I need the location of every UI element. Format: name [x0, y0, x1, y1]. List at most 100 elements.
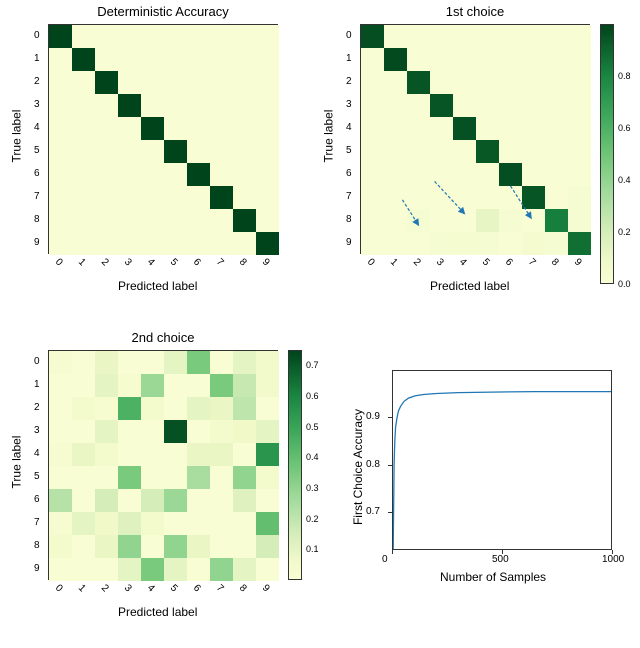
heatmap-cell	[545, 163, 568, 186]
heatmap-cell	[164, 25, 187, 48]
heatmap-cell	[522, 140, 545, 163]
heatmap-cell	[256, 420, 279, 443]
heatmap-cell	[95, 351, 118, 374]
heatmap-cell	[72, 535, 95, 558]
x-tick: 0	[382, 554, 388, 565]
heatmap-cell	[499, 25, 522, 48]
x-tick: 7	[213, 583, 225, 595]
heatmap-cell	[361, 232, 384, 255]
heatmap-cell	[187, 186, 210, 209]
panel3-heatmap	[48, 350, 278, 580]
heatmap-cell	[233, 489, 256, 512]
heatmap-cell	[210, 466, 233, 489]
colorbar-tick: 0.8	[618, 71, 631, 81]
heatmap-cell	[233, 466, 256, 489]
heatmap-cell	[95, 443, 118, 466]
heatmap-cell	[407, 163, 430, 186]
heatmap-cell	[72, 397, 95, 420]
heatmap-cell	[164, 558, 187, 581]
heatmap-cell	[95, 25, 118, 48]
heatmap-cell	[141, 535, 164, 558]
heatmap-cell	[407, 117, 430, 140]
heatmap-cell	[453, 71, 476, 94]
heatmap-cell	[499, 186, 522, 209]
panel-deterministic: Deterministic Accuracy True label Predic…	[8, 4, 298, 304]
heatmap-cell	[164, 186, 187, 209]
heatmap-cell	[72, 420, 95, 443]
heatmap-cell	[210, 25, 233, 48]
heatmap-cell	[164, 374, 187, 397]
heatmap-cell	[72, 558, 95, 581]
heatmap-cell	[95, 117, 118, 140]
heatmap-cell	[118, 71, 141, 94]
heatmap-cell	[72, 186, 95, 209]
heatmap-cell	[568, 186, 591, 209]
heatmap-cell	[545, 117, 568, 140]
heatmap-cell	[384, 25, 407, 48]
x-tick: 2	[410, 257, 422, 269]
heatmap-cell	[361, 209, 384, 232]
heatmap-cell	[210, 48, 233, 71]
heatmap-cell	[233, 94, 256, 117]
heatmap-cell	[453, 232, 476, 255]
heatmap-cell	[72, 163, 95, 186]
heatmap-cell	[187, 466, 210, 489]
heatmap-cell	[256, 535, 279, 558]
heatmap-cell	[49, 232, 72, 255]
heatmap-cell	[499, 48, 522, 71]
heatmap-cell	[407, 209, 430, 232]
heatmap-cell	[453, 25, 476, 48]
panel1-heatmap	[48, 24, 278, 254]
heatmap-cell	[233, 48, 256, 71]
heatmap-cell	[522, 232, 545, 255]
heatmap-cell	[49, 186, 72, 209]
x-tick: 0	[52, 583, 64, 595]
heatmap-cell	[545, 94, 568, 117]
panel4-xlabel: Number of Samples	[440, 570, 546, 584]
heatmap-cell	[187, 117, 210, 140]
heatmap-cell	[430, 140, 453, 163]
heatmap-cell	[522, 94, 545, 117]
heatmap-cell	[141, 489, 164, 512]
heatmap-cell	[210, 71, 233, 94]
heatmap-cell	[233, 71, 256, 94]
heatmap-cell	[118, 117, 141, 140]
y-tick: 2	[34, 76, 40, 87]
y-tick: 9	[346, 237, 352, 248]
heatmap-cell	[568, 117, 591, 140]
heatmap-cell	[164, 232, 187, 255]
heatmap-cell	[453, 186, 476, 209]
heatmap-cell	[476, 232, 499, 255]
heatmap-cell	[49, 397, 72, 420]
heatmap-cell	[72, 232, 95, 255]
heatmap-cell	[210, 117, 233, 140]
heatmap-cell	[210, 443, 233, 466]
x-tick: 3	[121, 583, 133, 595]
heatmap-cell	[233, 25, 256, 48]
heatmap-cell	[49, 535, 72, 558]
y-tick: 1	[34, 379, 40, 390]
heatmap-cell	[568, 71, 591, 94]
x-tick: 1000	[602, 554, 624, 565]
heatmap-cell	[187, 443, 210, 466]
heatmap-cell	[499, 94, 522, 117]
heatmap-cell	[568, 25, 591, 48]
heatmap-cell	[407, 94, 430, 117]
heatmap-cell	[118, 25, 141, 48]
heatmap-cell	[476, 163, 499, 186]
y-tick: 6	[34, 168, 40, 179]
heatmap-cell	[476, 94, 499, 117]
heatmap-cell	[453, 94, 476, 117]
heatmap-cell	[141, 48, 164, 71]
heatmap-cell	[210, 209, 233, 232]
heatmap-cell	[256, 351, 279, 374]
heatmap-cell	[72, 71, 95, 94]
heatmap-cell	[233, 420, 256, 443]
heatmap-cell	[499, 140, 522, 163]
heatmap-cell	[95, 94, 118, 117]
heatmap-cell	[118, 232, 141, 255]
heatmap-cell	[233, 186, 256, 209]
heatmap-cell	[430, 94, 453, 117]
heatmap-cell	[210, 558, 233, 581]
heatmap-cell	[187, 397, 210, 420]
